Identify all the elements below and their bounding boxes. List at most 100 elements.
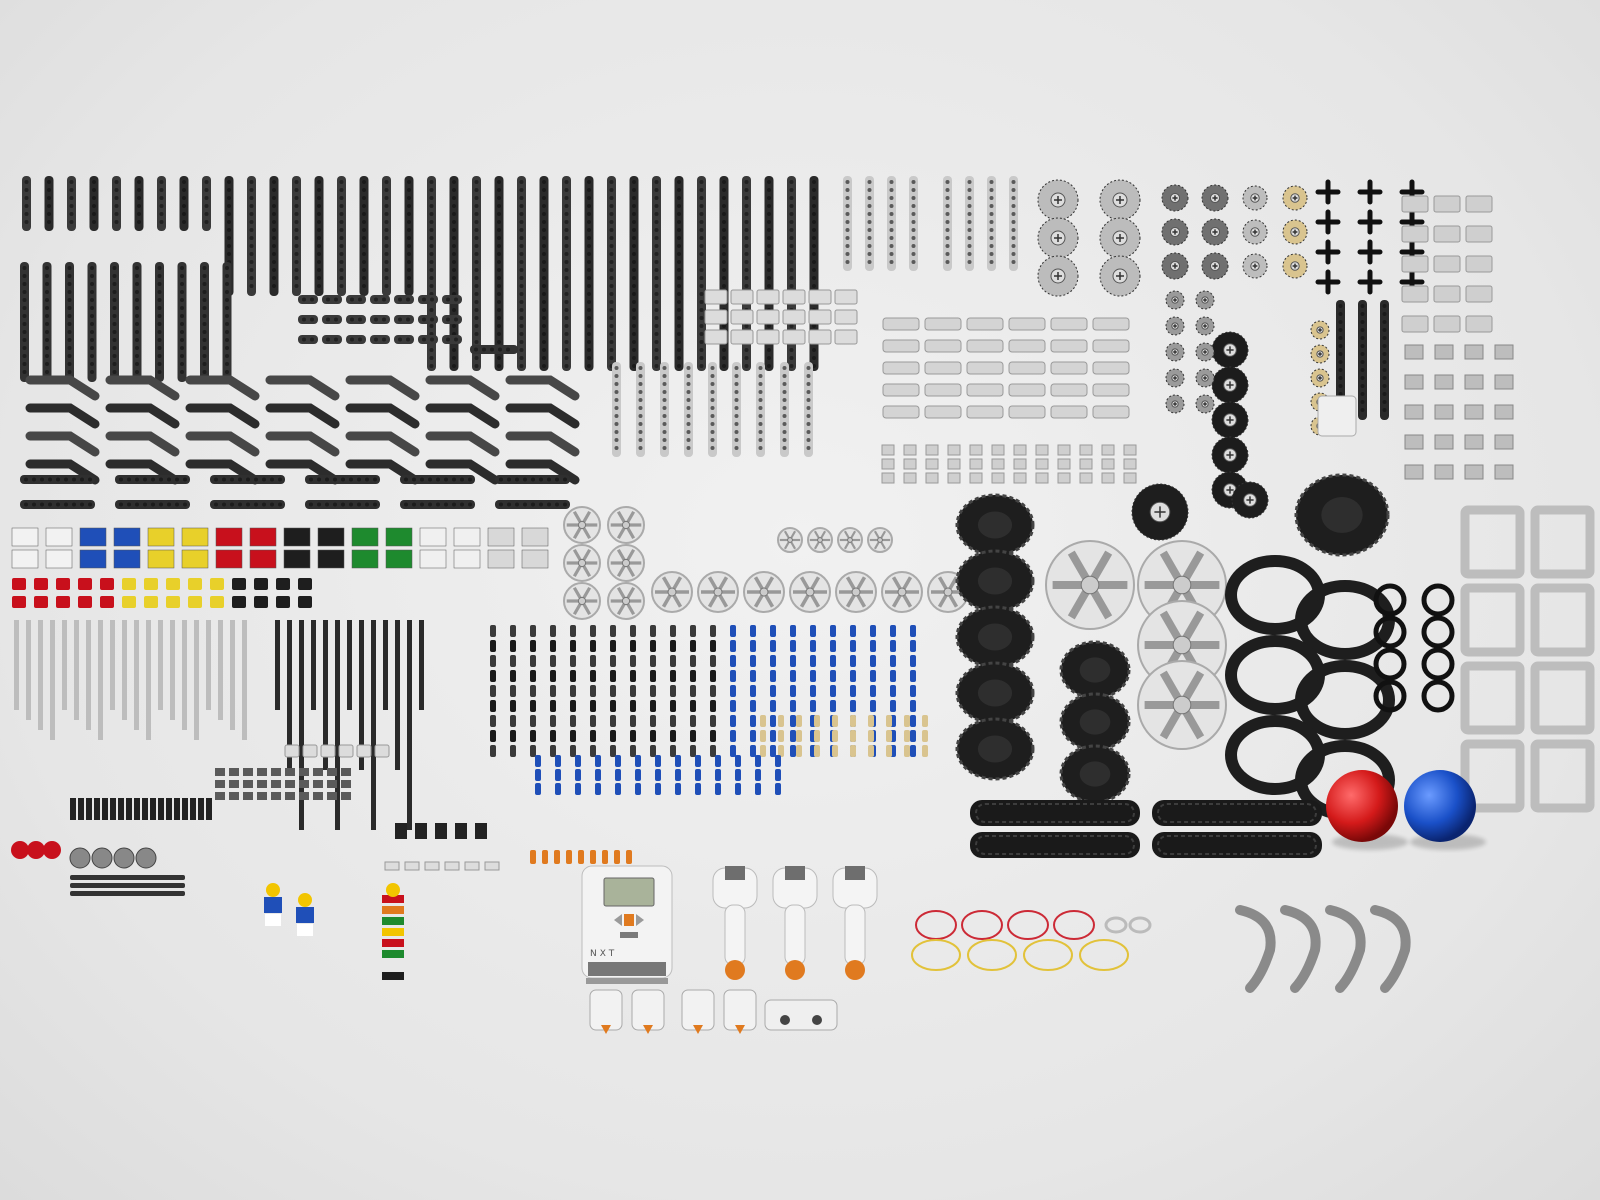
beam-hole <box>225 306 229 310</box>
beam-hole <box>1382 344 1387 348</box>
beam-hole <box>225 346 229 350</box>
beam-hole <box>542 340 546 344</box>
beam-hole <box>446 297 450 302</box>
beam-hole <box>114 204 119 208</box>
beam-hole <box>350 297 354 302</box>
beam-hole <box>45 330 49 334</box>
beam-hole <box>47 212 51 216</box>
bent-beam <box>185 431 260 457</box>
beam-hole <box>867 228 872 232</box>
beam-hole <box>294 180 299 184</box>
beam-hole <box>686 446 691 450</box>
beam-hole <box>555 477 559 482</box>
light-connector-block <box>1401 225 1429 243</box>
beam-hole <box>45 314 49 318</box>
beam-hole <box>446 317 450 322</box>
beam-hole <box>204 220 209 224</box>
beam-hole <box>744 228 749 232</box>
small-light-plate <box>464 861 480 871</box>
light-beam-short <box>882 383 920 397</box>
beam-hole <box>47 196 51 200</box>
beam-hole <box>845 212 850 216</box>
pin <box>490 715 496 727</box>
beam-hole <box>710 422 715 426</box>
beam-hole <box>202 354 207 358</box>
beam-hole <box>249 284 254 288</box>
beam-hole <box>609 220 614 224</box>
beam-hole <box>789 268 794 272</box>
rim-hub <box>805 587 815 597</box>
beam-hole <box>499 477 503 482</box>
beam-hole <box>357 477 361 482</box>
pin <box>830 640 836 652</box>
bent-beam <box>345 375 420 401</box>
pin <box>770 715 776 727</box>
blue-pin-lower <box>655 783 661 795</box>
beam-hole <box>119 477 123 482</box>
beam-hole <box>384 204 389 208</box>
beam-hole <box>654 236 659 240</box>
beam-hole <box>609 180 614 184</box>
beam-hole <box>294 212 299 216</box>
beam-hole <box>225 322 229 326</box>
small-brick <box>210 596 224 608</box>
blue-pin-lower <box>775 783 781 795</box>
beam-hole <box>699 348 704 352</box>
beam-hole <box>90 322 94 326</box>
beam-hole <box>638 374 643 378</box>
beam-hole <box>64 502 68 507</box>
stacked-piece <box>382 950 404 958</box>
connector <box>150 798 156 820</box>
beam-hole <box>542 244 546 248</box>
pin <box>890 700 896 712</box>
beam-hole <box>45 354 49 358</box>
dark-beam-top <box>112 176 121 231</box>
gears-cluster <box>1037 179 1425 541</box>
beam-hole <box>542 236 546 240</box>
beam-hole <box>222 502 226 507</box>
beam-hole <box>497 212 501 216</box>
dark-beam-top <box>517 176 526 371</box>
beam-hole <box>362 212 366 216</box>
blue-pin-lower <box>715 769 721 781</box>
bent-beam <box>505 459 580 485</box>
small-light-piece <box>947 472 961 484</box>
small-light-piece <box>1123 444 1137 456</box>
beam-hole <box>609 348 614 352</box>
pin <box>590 715 596 727</box>
beam-hole <box>47 220 51 224</box>
beam-hole <box>632 348 636 352</box>
gray-axle <box>62 620 67 710</box>
minifig-head <box>386 883 400 897</box>
short-beam <box>418 315 438 324</box>
tire-hub <box>977 679 1013 707</box>
gray-axle <box>194 620 199 740</box>
beam-hole <box>587 332 591 336</box>
tan-pin <box>832 730 838 742</box>
beam-hole <box>92 180 96 184</box>
beam-hole <box>734 414 739 418</box>
beam-hole <box>609 252 614 256</box>
beam-hole <box>539 477 543 482</box>
beam-hole <box>180 306 184 310</box>
beam-hole <box>114 188 119 192</box>
beam-hole <box>159 196 164 200</box>
beam-hole <box>452 268 456 272</box>
beam-hole <box>333 477 337 482</box>
beam-hole <box>384 268 389 272</box>
small-connector <box>341 792 351 800</box>
light-connector-block <box>1433 255 1461 273</box>
beam-hole <box>157 298 162 302</box>
light-connector-block <box>1433 315 1461 333</box>
beam-hole <box>167 477 171 482</box>
beam-hole <box>452 364 456 368</box>
beam-hole <box>845 180 850 184</box>
black-axle <box>311 620 316 710</box>
beam-hole <box>157 306 162 310</box>
beam-hole <box>384 188 389 192</box>
beam-hole <box>272 212 276 216</box>
beam-hole <box>67 338 72 342</box>
beam-hole <box>452 324 456 328</box>
beam-hole <box>157 322 162 326</box>
gear-axle-hole <box>1226 451 1234 459</box>
